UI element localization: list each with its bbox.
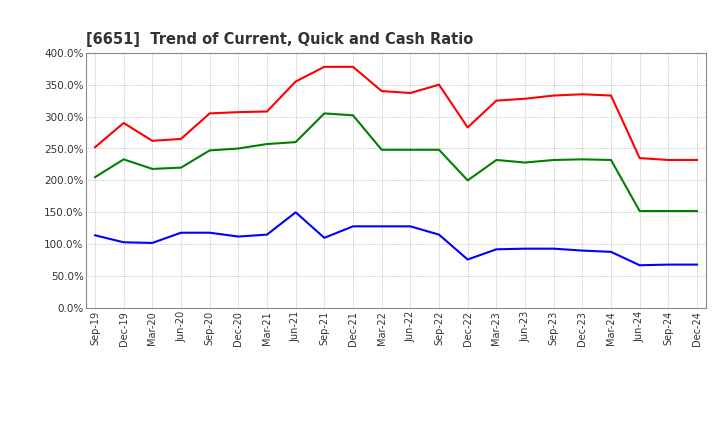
Cash Ratio: [205, 230, 214, 235]
Current Ratio: [292, 79, 300, 84]
Quick Ratio: [664, 209, 672, 214]
Quick Ratio: [521, 160, 529, 165]
Quick Ratio: [263, 141, 271, 147]
Quick Ratio: [176, 165, 185, 170]
Quick Ratio: [492, 158, 500, 163]
Current Ratio: [205, 111, 214, 116]
Current Ratio: [348, 64, 357, 70]
Current Ratio: [435, 82, 444, 87]
Quick Ratio: [578, 157, 587, 162]
Cash Ratio: [464, 257, 472, 262]
Line: Cash Ratio: Cash Ratio: [95, 213, 697, 265]
Cash Ratio: [234, 234, 243, 239]
Current Ratio: [176, 136, 185, 142]
Quick Ratio: [377, 147, 386, 152]
Text: [6651]  Trend of Current, Quick and Cash Ratio: [6651] Trend of Current, Quick and Cash …: [86, 33, 474, 48]
Current Ratio: [234, 110, 243, 115]
Current Ratio: [91, 145, 99, 150]
Current Ratio: [320, 64, 328, 70]
Quick Ratio: [91, 175, 99, 180]
Line: Current Ratio: Current Ratio: [95, 67, 697, 160]
Current Ratio: [521, 96, 529, 101]
Quick Ratio: [435, 147, 444, 152]
Quick Ratio: [549, 158, 558, 163]
Cash Ratio: [320, 235, 328, 240]
Current Ratio: [492, 98, 500, 103]
Quick Ratio: [292, 139, 300, 145]
Cash Ratio: [693, 262, 701, 267]
Cash Ratio: [292, 210, 300, 215]
Current Ratio: [148, 138, 157, 143]
Cash Ratio: [263, 232, 271, 237]
Current Ratio: [406, 90, 415, 95]
Quick Ratio: [693, 209, 701, 214]
Current Ratio: [578, 92, 587, 97]
Current Ratio: [607, 93, 616, 98]
Cash Ratio: [348, 224, 357, 229]
Current Ratio: [464, 125, 472, 130]
Cash Ratio: [406, 224, 415, 229]
Cash Ratio: [435, 232, 444, 237]
Cash Ratio: [148, 240, 157, 246]
Current Ratio: [693, 158, 701, 163]
Current Ratio: [664, 158, 672, 163]
Current Ratio: [263, 109, 271, 114]
Cash Ratio: [91, 233, 99, 238]
Current Ratio: [120, 120, 128, 126]
Cash Ratio: [521, 246, 529, 251]
Quick Ratio: [607, 158, 616, 163]
Cash Ratio: [578, 248, 587, 253]
Quick Ratio: [120, 157, 128, 162]
Cash Ratio: [377, 224, 386, 229]
Current Ratio: [549, 93, 558, 98]
Cash Ratio: [549, 246, 558, 251]
Quick Ratio: [234, 146, 243, 151]
Quick Ratio: [348, 113, 357, 118]
Quick Ratio: [148, 166, 157, 172]
Cash Ratio: [664, 262, 672, 267]
Cash Ratio: [120, 240, 128, 245]
Current Ratio: [635, 155, 644, 161]
Current Ratio: [377, 88, 386, 94]
Quick Ratio: [320, 111, 328, 116]
Quick Ratio: [635, 209, 644, 214]
Cash Ratio: [176, 230, 185, 235]
Line: Quick Ratio: Quick Ratio: [95, 114, 697, 211]
Quick Ratio: [205, 148, 214, 153]
Legend: Current Ratio, Quick Ratio, Cash Ratio: Current Ratio, Quick Ratio, Cash Ratio: [193, 437, 599, 440]
Cash Ratio: [635, 263, 644, 268]
Cash Ratio: [492, 247, 500, 252]
Quick Ratio: [406, 147, 415, 152]
Quick Ratio: [464, 178, 472, 183]
Cash Ratio: [607, 249, 616, 254]
